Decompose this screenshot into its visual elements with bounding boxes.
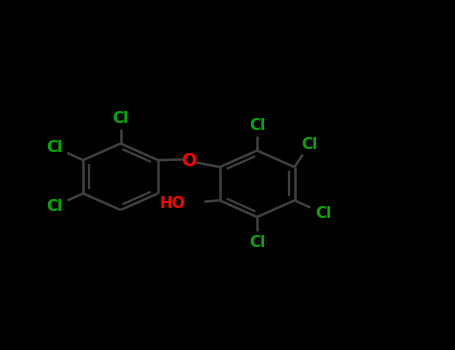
Text: Cl: Cl — [46, 140, 63, 155]
Text: Cl: Cl — [301, 137, 318, 152]
Text: Cl: Cl — [249, 235, 265, 250]
Text: Cl: Cl — [112, 111, 129, 126]
Text: Cl: Cl — [46, 199, 63, 214]
Text: O: O — [181, 152, 197, 170]
Text: HO: HO — [160, 196, 186, 211]
Text: Cl: Cl — [315, 206, 331, 221]
Text: Cl: Cl — [249, 118, 265, 133]
